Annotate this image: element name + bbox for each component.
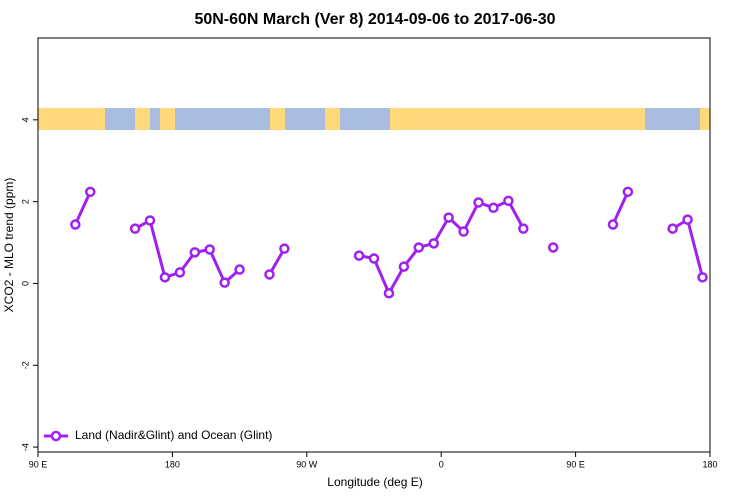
plot-frame [37,37,711,453]
data-point [219,277,230,288]
data-point [458,226,469,237]
data-point [473,197,484,208]
data-point [264,269,275,280]
y-tick-label: 4 [20,117,30,122]
data-point [622,186,634,198]
x-axis-label: Longitude (deg E) [327,475,422,489]
chart-title: 50N-60N March (Ver 8) 2014-09-06 to 2017… [194,11,555,28]
data-point [607,219,619,230]
x-tick-label: 0 [439,459,444,469]
data-point [279,243,290,254]
data-point [85,186,96,198]
data-point [443,212,454,223]
data-point [129,223,141,234]
x-tick-label: 90 E [29,459,48,469]
data-point [144,215,156,226]
data-point [174,267,186,278]
data-point [518,223,529,234]
data-point [353,250,365,261]
data-point [547,242,559,253]
data-point [488,202,499,214]
data-point [413,242,425,253]
data-point [697,272,708,283]
x-tick-label: 90 W [296,459,318,469]
data-point [503,195,514,207]
legend-marker [50,430,62,442]
y-tick-label: -4 [20,443,30,451]
x-tick-label: 180 [165,459,180,469]
y-tick-label: -2 [20,361,30,369]
map-strip [38,108,710,130]
series-line [73,191,704,297]
y-axis-label: XCO2 - MLO trend (ppm) [2,178,16,313]
data-point [70,219,81,230]
data-point [234,264,245,275]
data-point [204,244,215,255]
data-point [368,253,380,264]
x-tick-label: 180 [702,459,717,469]
y-tick-label: 2 [20,199,30,204]
data-point [682,214,693,225]
data-point [159,272,171,283]
legend-label: Land (Nadir&Glint) and Ocean (Glint) [75,428,272,442]
data-point [398,261,410,272]
data-point [383,288,395,299]
y-tick-label: 0 [20,281,30,286]
data-point [189,247,201,258]
x-tick-label: 90 E [566,459,585,469]
data-point [667,223,678,234]
data-point [428,238,439,249]
